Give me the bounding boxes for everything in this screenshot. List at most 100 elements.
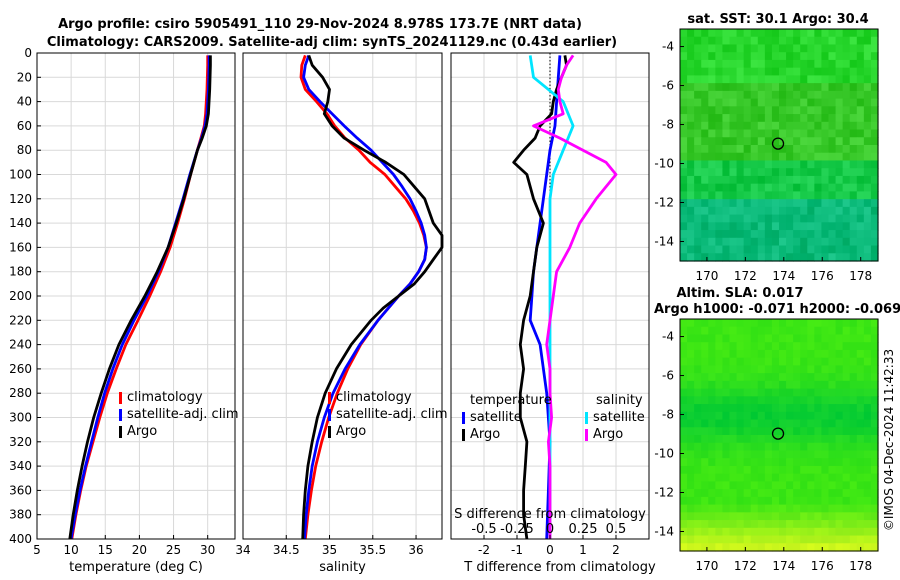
map-cell bbox=[687, 326, 695, 336]
map-cell bbox=[736, 473, 745, 482]
map-cell bbox=[764, 365, 773, 374]
map-cell bbox=[750, 543, 759, 552]
map-cell bbox=[856, 319, 865, 328]
map-cell bbox=[842, 357, 851, 366]
map-cell bbox=[856, 191, 865, 200]
map-cell bbox=[771, 206, 780, 216]
map-cell bbox=[821, 214, 830, 223]
map-cell bbox=[814, 380, 823, 390]
map-cell bbox=[694, 160, 702, 169]
map-cell bbox=[870, 411, 879, 421]
map-cell bbox=[856, 427, 865, 436]
map-cell bbox=[736, 59, 745, 69]
map-cell bbox=[779, 145, 787, 154]
map-cell bbox=[715, 357, 724, 366]
x-tick-label: 172 bbox=[734, 269, 757, 283]
map-cell bbox=[736, 326, 745, 336]
map-cell bbox=[835, 465, 844, 475]
map-cell bbox=[856, 334, 865, 343]
map-cell bbox=[814, 199, 823, 208]
map-cell bbox=[701, 319, 709, 328]
map-cell bbox=[701, 450, 709, 459]
map-cell bbox=[779, 114, 787, 123]
map-cell bbox=[715, 373, 724, 382]
map-cell bbox=[687, 520, 695, 529]
map-cell bbox=[821, 342, 830, 351]
x-tick-label: 35 bbox=[322, 543, 337, 557]
map-cell bbox=[680, 222, 688, 231]
map-cell bbox=[750, 411, 759, 421]
map-cell bbox=[870, 334, 879, 343]
map-cell bbox=[729, 199, 738, 208]
map-cell bbox=[743, 90, 752, 100]
map-cell bbox=[729, 29, 738, 38]
map-cell bbox=[764, 175, 773, 185]
map-cell bbox=[722, 365, 731, 374]
map-cell bbox=[863, 349, 872, 359]
map-cell bbox=[814, 326, 823, 336]
map-cell bbox=[736, 206, 745, 216]
map-cell bbox=[786, 222, 794, 231]
map-cell bbox=[708, 129, 716, 138]
map-cell bbox=[835, 535, 844, 544]
map-cell bbox=[771, 442, 780, 452]
map-cell bbox=[842, 365, 851, 374]
map-cell bbox=[856, 489, 865, 498]
map-cell bbox=[863, 388, 872, 397]
map-cell bbox=[856, 520, 865, 529]
map-cell bbox=[793, 137, 801, 146]
map-cell bbox=[736, 357, 745, 366]
map-cell bbox=[722, 349, 731, 359]
map-cell bbox=[842, 465, 851, 475]
map-cell bbox=[814, 191, 823, 200]
map-cell bbox=[835, 29, 844, 38]
map-cell bbox=[680, 465, 688, 475]
map-cell bbox=[821, 450, 830, 459]
map-cell bbox=[722, 319, 731, 328]
legend-swatch bbox=[328, 392, 331, 404]
map-cell bbox=[786, 59, 794, 69]
map-cell bbox=[800, 152, 808, 162]
map-cell bbox=[849, 396, 858, 405]
map-cell bbox=[842, 67, 851, 76]
map-cell bbox=[835, 396, 844, 405]
map-cell bbox=[743, 67, 752, 76]
map-cell bbox=[757, 326, 766, 336]
map-cell bbox=[856, 435, 865, 444]
map-cell bbox=[821, 145, 830, 154]
map-cell bbox=[870, 36, 879, 46]
map-cell bbox=[786, 160, 794, 169]
map-cell bbox=[680, 214, 688, 223]
map-cell bbox=[764, 388, 773, 397]
map-cell bbox=[750, 388, 759, 397]
map-cell bbox=[807, 411, 815, 421]
map-cell bbox=[736, 222, 745, 231]
map-cell bbox=[708, 527, 716, 537]
map-cell bbox=[701, 388, 709, 397]
map-cell bbox=[870, 481, 879, 490]
map-cell bbox=[701, 245, 709, 254]
map-cell bbox=[842, 237, 851, 247]
map-cell bbox=[828, 52, 837, 61]
map-cell bbox=[842, 98, 851, 107]
map-cell bbox=[750, 137, 759, 146]
map-cell bbox=[842, 230, 851, 239]
map-cell bbox=[863, 206, 872, 216]
series-line-satellite-adj-clim bbox=[302, 54, 428, 540]
map-cell bbox=[764, 473, 773, 482]
map-cell bbox=[736, 411, 745, 421]
map-cell bbox=[870, 427, 879, 436]
map-cell bbox=[694, 450, 702, 459]
map-cell bbox=[764, 334, 773, 343]
x-tick-label: 30 bbox=[200, 543, 215, 557]
map-cell bbox=[842, 191, 851, 200]
map-cell bbox=[701, 199, 709, 208]
map-cell bbox=[694, 237, 702, 247]
map-cell bbox=[736, 334, 745, 343]
map-cell bbox=[764, 199, 773, 208]
map-cell bbox=[757, 160, 766, 169]
map-cell bbox=[786, 214, 794, 223]
map-cell bbox=[708, 373, 716, 382]
map-cell bbox=[849, 380, 858, 390]
map-cell bbox=[701, 512, 709, 521]
